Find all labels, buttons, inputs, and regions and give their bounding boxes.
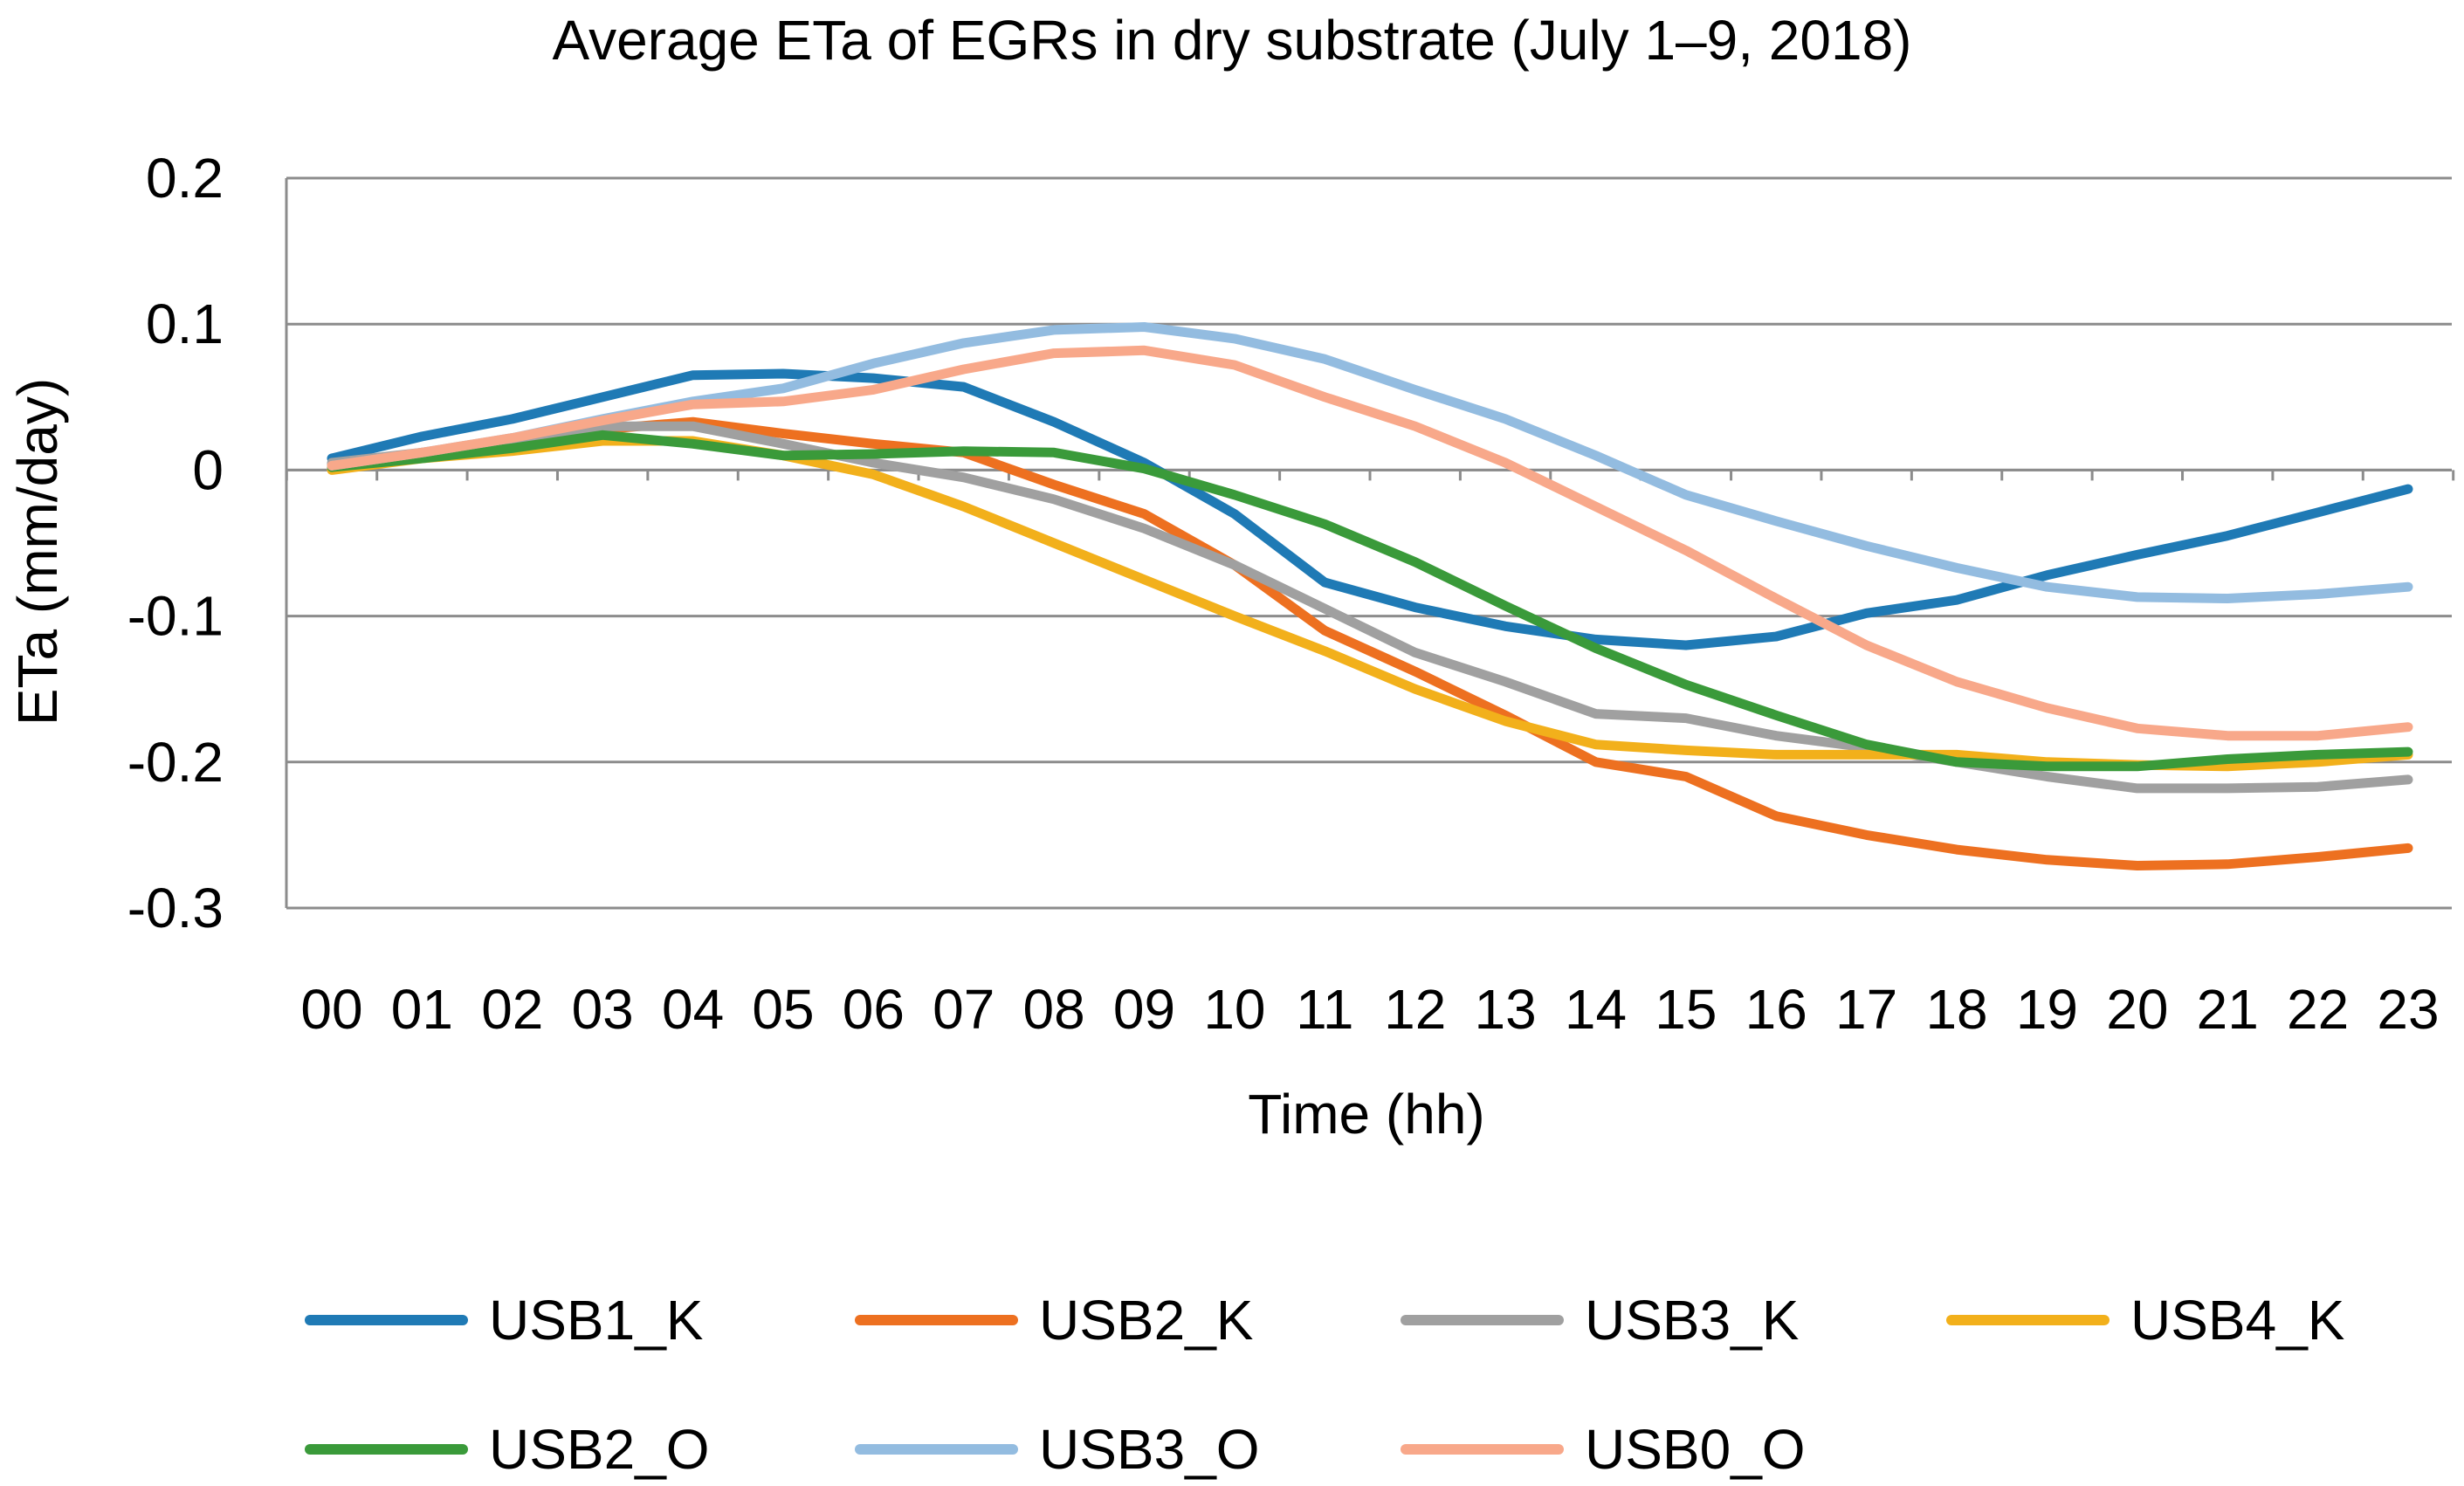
x-tick-label: 23 xyxy=(2377,978,2439,1041)
legend-label: USB3_K xyxy=(1585,1289,1799,1352)
x-tick-label: 07 xyxy=(933,978,995,1041)
series-line-usb0-o xyxy=(327,345,2413,741)
y-tick-label: -0.1 xyxy=(127,585,224,648)
axes xyxy=(285,178,2455,908)
x-axis-label: Time (hh) xyxy=(1248,1083,1484,1145)
x-tick-label: 18 xyxy=(1925,978,1987,1041)
legend-label: USB2_K xyxy=(1039,1289,1253,1352)
x-tick-label: 21 xyxy=(2197,978,2259,1041)
legend-item: USB2_O xyxy=(305,1418,710,1481)
legend-label: USB4_K xyxy=(2130,1289,2344,1352)
legend-item: USB2_K xyxy=(855,1289,1253,1352)
series-line-usb2-k xyxy=(327,416,2413,870)
legend-label: USB2_O xyxy=(489,1418,710,1481)
x-tick-label: 20 xyxy=(2106,978,2168,1041)
series-line-usb2-o xyxy=(327,430,2413,772)
x-tick-label: 19 xyxy=(2016,978,2078,1041)
x-tick-label: 00 xyxy=(300,978,362,1041)
series-line-usb1-k xyxy=(327,368,2413,650)
legend-item: USB0_O xyxy=(1401,1418,1806,1481)
legend-item: USB3_K xyxy=(1401,1289,1799,1352)
y-tick-label: -0.2 xyxy=(127,731,224,794)
y-tick-label: 0.2 xyxy=(146,147,224,210)
legend-item: USB3_O xyxy=(855,1418,1260,1481)
x-tick-label: 03 xyxy=(572,978,634,1041)
series-line-usb3-k xyxy=(327,421,2413,794)
y-tick-label: -0.3 xyxy=(127,877,224,939)
x-tick-label: 08 xyxy=(1023,978,1085,1041)
legend-item: USB1_K xyxy=(305,1289,703,1352)
x-tick-label: 14 xyxy=(1565,978,1627,1041)
x-tick-label: 05 xyxy=(752,978,814,1041)
x-tick-labels: 00 01 02 03 04 05 06 07 08 09 10 11 12 13 14 15 16 17 18 19… xyxy=(300,978,2439,1041)
chart-title: Average ETa of EGRs in dry substrate (Ju… xyxy=(553,9,1912,72)
legend: USB1_K USB2_K USB3_K USB4_K USB2_O USB3_O USB0… xyxy=(305,1289,2344,1481)
y-axis-label: ETa (mm/day) xyxy=(6,378,69,726)
x-tick-label: 04 xyxy=(662,978,724,1041)
x-tick-label: 01 xyxy=(391,978,453,1041)
y-tick-label: 0.1 xyxy=(146,292,224,355)
x-tick-label: 10 xyxy=(1203,978,1265,1041)
x-tick-label: 22 xyxy=(2287,978,2349,1041)
x-tick-label: 15 xyxy=(1655,978,1717,1041)
legend-label: USB0_O xyxy=(1585,1418,1806,1481)
series-lines xyxy=(327,322,2413,870)
legend-label: USB1_K xyxy=(489,1289,703,1352)
legend-item: USB4_K xyxy=(1946,1289,2344,1352)
y-tick-labels: 0.2 0.1 0 -0.1 -0.2 -0.3 xyxy=(127,147,224,939)
y-tick-label: 0 xyxy=(192,438,224,501)
x-tick-label: 09 xyxy=(1113,978,1175,1041)
series-line-usb3-o xyxy=(327,322,2413,603)
x-tick-label: 17 xyxy=(1835,978,1897,1041)
x-tick-label: 06 xyxy=(843,978,905,1041)
x-tick-label: 12 xyxy=(1384,978,1446,1041)
x-tick-label: 02 xyxy=(481,978,543,1041)
x-tick-label: 16 xyxy=(1745,978,1807,1041)
legend-label: USB3_O xyxy=(1039,1418,1260,1481)
x-tick-label: 11 xyxy=(1296,978,1353,1041)
x-tick-label: 13 xyxy=(1474,978,1536,1041)
